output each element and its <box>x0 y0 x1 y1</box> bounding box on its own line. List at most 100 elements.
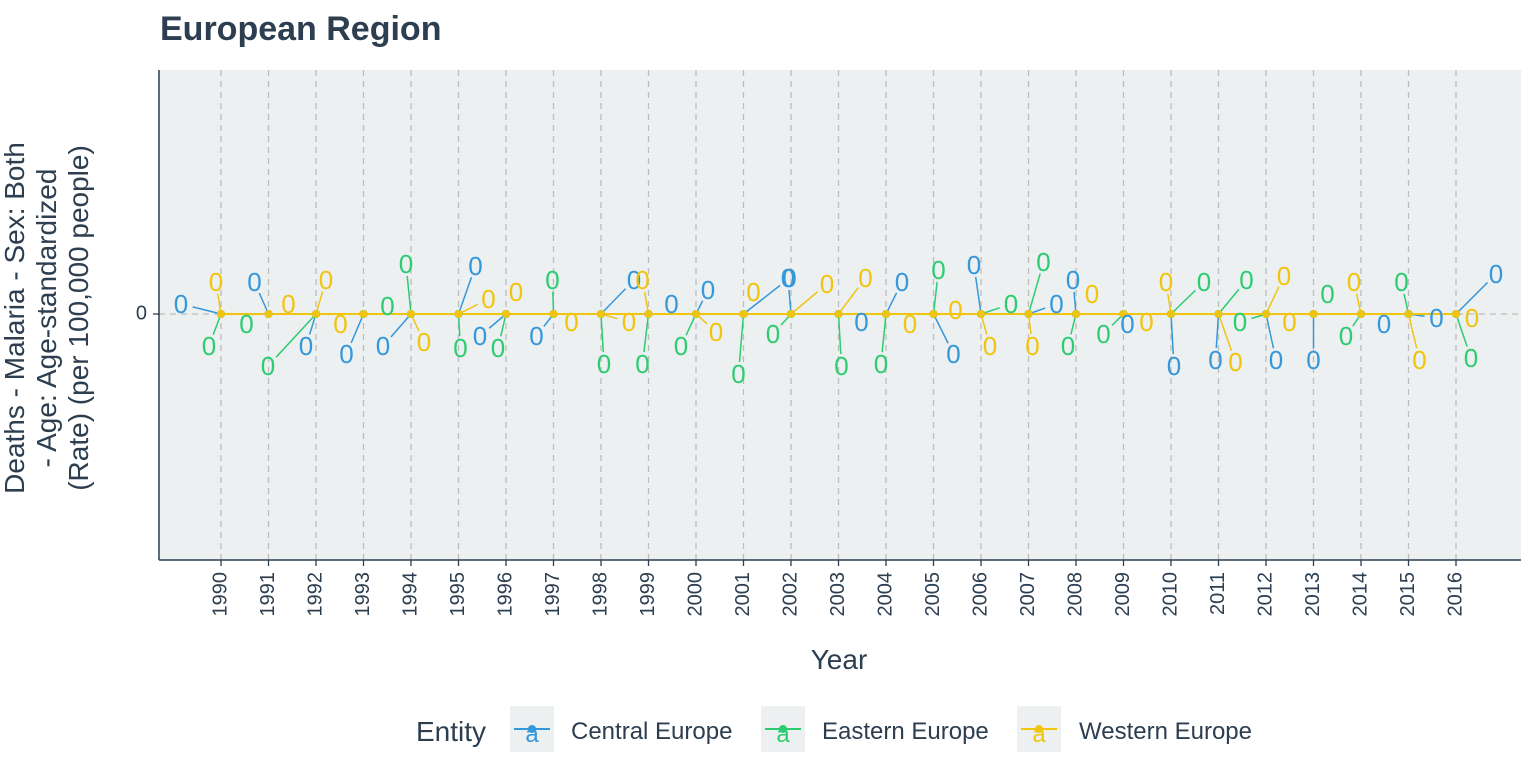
data-label: 0 <box>946 339 960 369</box>
data-point <box>1024 310 1033 318</box>
x-tick-label: 1997 <box>542 572 564 617</box>
data-label: 0 <box>967 250 981 280</box>
data-label: 0 <box>453 333 467 363</box>
x-tick-label: 2003 <box>827 572 849 617</box>
legend-item: a Central Europe <box>510 706 732 752</box>
label-leader-line <box>457 277 473 315</box>
legend-item: a Western Europe <box>1017 706 1252 752</box>
data-label: 0 <box>319 265 333 295</box>
data-point <box>264 310 273 318</box>
label-leader-line <box>788 289 792 315</box>
label-leader-line <box>643 313 650 353</box>
data-label: 0 <box>209 267 223 297</box>
data-label: 0 <box>781 263 795 293</box>
data-label: 0 <box>701 275 715 305</box>
data-point <box>1167 310 1175 318</box>
x-tick-label: 1993 <box>352 572 374 617</box>
y-axis-title-line: - Age: Age-standardized <box>31 169 62 468</box>
label-leader-line <box>932 281 938 315</box>
legend-key-glyph: a <box>776 721 790 748</box>
x-tick-label: 2000 <box>684 572 706 617</box>
data-point <box>312 310 320 318</box>
data-label: 0 <box>858 263 872 293</box>
data-label: 0 <box>674 331 688 361</box>
y-tick-label: 0 <box>136 302 147 324</box>
data-label: 0 <box>473 321 487 351</box>
x-tick-label: 2005 <box>922 572 944 617</box>
data-label: 0 <box>664 289 678 319</box>
data-point <box>787 310 795 318</box>
data-label: 0 <box>1066 265 1080 295</box>
label-leader-line <box>837 313 842 355</box>
y-tick-labels: 0 <box>136 302 147 324</box>
x-tick-labels: 1990 1991 1992 1993 1994 1995 1996 1997 1998 1999… <box>209 572 1466 617</box>
data-label: 0 <box>1167 351 1181 381</box>
data-label: 0 <box>1277 261 1291 291</box>
legend-key-point <box>779 725 787 733</box>
label-leader-line <box>600 313 605 353</box>
data-label: 0 <box>635 349 649 379</box>
series-group <box>217 310 1460 318</box>
data-point <box>1404 310 1413 318</box>
data-label: 0 <box>202 331 216 361</box>
data-label: 0 <box>261 351 275 381</box>
data-point <box>359 310 368 318</box>
y-axis-title: Deaths - Malaria - Sex: Both- Age: Age-s… <box>0 142 94 494</box>
data-label: 0 <box>529 321 543 351</box>
x-tick-label: 1996 <box>494 572 516 617</box>
data-label: 0 <box>333 309 347 339</box>
label-leader-line <box>974 276 982 315</box>
chart-title: European Region <box>160 10 442 48</box>
data-label: 0 <box>339 339 353 369</box>
x-tick-label: 2008 <box>1064 572 1086 617</box>
label-leader-line <box>1455 313 1468 347</box>
x-tick-label: 2004 <box>874 572 896 617</box>
x-tick-label: 1998 <box>589 572 611 617</box>
legend-key-glyph: a <box>525 721 539 748</box>
x-tick-label: 2002 <box>779 572 801 617</box>
x-tick-label: 2012 <box>1254 572 1276 617</box>
data-label: 0 <box>903 309 917 339</box>
legend-label: Central Europe <box>571 718 732 745</box>
legend: Entity a Central Europe a Eastern Europe a Wes… <box>416 706 1252 752</box>
data-label: 0 <box>1412 345 1426 375</box>
data-label: 0 <box>491 333 505 363</box>
data-point <box>1452 310 1460 318</box>
x-tick-label: 1991 <box>257 572 279 617</box>
x-tick-label: 2001 <box>732 572 754 617</box>
label-leader-line <box>1455 281 1489 315</box>
data-label: 0 <box>509 277 523 307</box>
data-point <box>834 310 843 318</box>
x-tick-label: 2013 <box>1302 572 1324 617</box>
data-label: 0 <box>1049 289 1063 319</box>
data-label: 0 <box>1096 319 1110 349</box>
label-leader-line <box>1265 286 1280 315</box>
label-leader-line <box>1217 288 1240 315</box>
label-leader-line <box>390 313 412 338</box>
data-point <box>407 310 415 318</box>
data-label: 0 <box>1465 303 1479 333</box>
label-leader-line <box>738 313 745 363</box>
data-label: 0 <box>1120 309 1134 339</box>
data-label: 0 <box>399 249 413 279</box>
x-tick-label: 1990 <box>209 572 231 617</box>
data-point <box>929 310 938 318</box>
data-point <box>977 310 985 318</box>
data-label: 0 <box>1159 267 1173 297</box>
legend-label: Western Europe <box>1079 718 1252 745</box>
x-tick-label: 1999 <box>637 572 659 617</box>
data-label: 0 <box>766 319 780 349</box>
label-leader-line <box>1215 313 1220 349</box>
x-tick-label: 1995 <box>447 572 469 617</box>
label-leader-line <box>837 287 859 315</box>
data-label: 0 <box>895 267 909 297</box>
label-leader-line <box>1265 313 1275 349</box>
data-label: 0 <box>1320 279 1334 309</box>
data-label: 0 <box>1233 307 1247 337</box>
data-point <box>549 310 558 318</box>
legend-item: a Eastern Europe <box>761 706 989 752</box>
axes <box>153 70 1521 566</box>
data-label: 0 <box>931 255 945 285</box>
